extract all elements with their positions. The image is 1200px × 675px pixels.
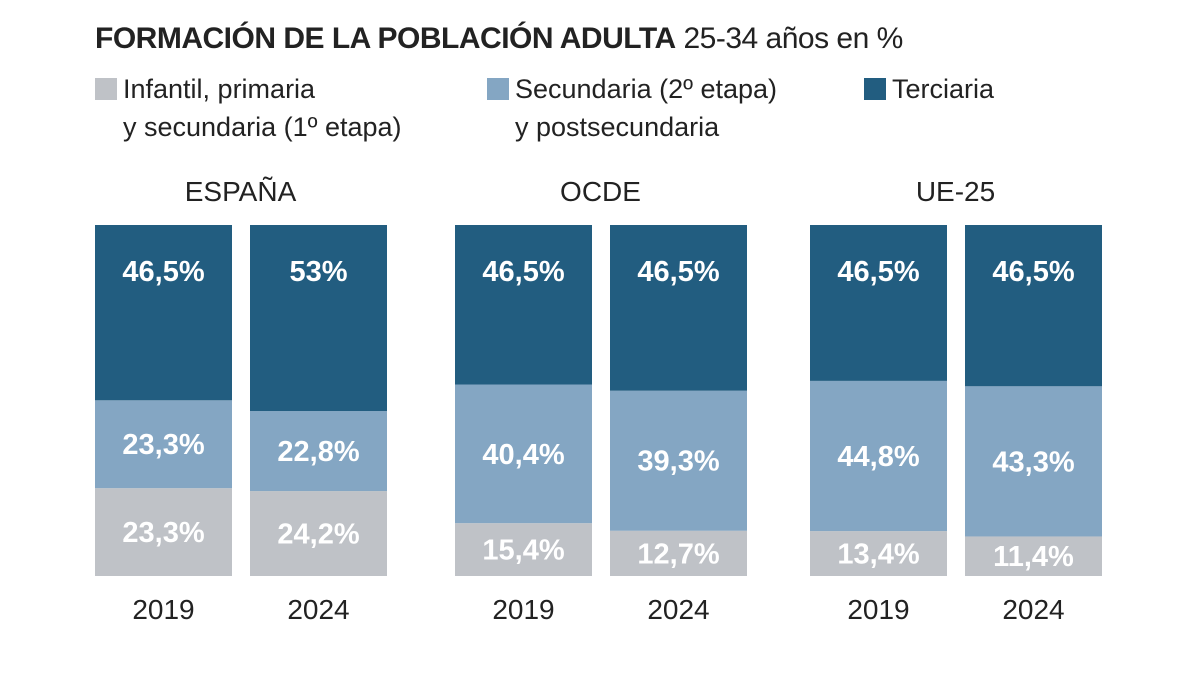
x-tick-espana-2024: 2024 [287,594,350,625]
x-tick-ue25-2024: 2024 [1002,594,1065,625]
data-label-ocde-2019-terciaria: 46,5% [482,256,564,288]
data-label-espana-2019-primaria: 23,3% [122,517,204,549]
bar-segment-ocde-2019-secundaria [455,384,592,524]
data-label-ocde-2024-terciaria: 46,5% [637,256,719,288]
chart-title: FORMACIÓN DE LA POBLACIÓN ADULTA 25-34 a… [95,22,903,56]
data-label-ocde-2024-secundaria: 39,3% [637,446,719,478]
data-label-ue25-2024-terciaria: 46,5% [992,256,1074,288]
data-label-espana-2019-secundaria: 23,3% [122,429,204,461]
legend-label-terciaria: Terciaria [892,74,995,104]
legend-label-secundaria-line1: Secundaria (2º etapa) [515,74,778,104]
bar-segment-espana-2024-primaria [250,491,387,576]
bar-segment-espana-2024-terciaria [250,225,387,412]
bar-segment-ue25-2024-primaria [965,536,1102,576]
data-label-espana-2024-primaria: 24,2% [277,519,359,551]
bar-segment-ocde-2024-secundaria [610,390,747,531]
data-label-ue25-2024-primaria: 11,4% [993,541,1074,573]
bar-segment-espana-2019-primaria [95,488,232,576]
bar-segment-espana-2024-secundaria [250,411,387,492]
bar-segment-ocde-2024-terciaria [610,225,747,391]
data-label-ue25-2024-secundaria: 43,3% [992,446,1074,478]
data-label-ue25-2019-secundaria: 44,8% [837,441,919,473]
bar-segment-ocde-2019-primaria [455,523,592,576]
group-label-espana: ESPAÑA [184,176,297,207]
bar-segment-espana-2019-terciaria [95,225,232,401]
bar-segment-ue25-2019-secundaria [810,380,947,532]
data-label-espana-2024-terciaria: 53% [289,256,347,288]
x-tick-ocde-2019: 2019 [492,594,555,625]
bar-segment-ocde-2019-terciaria [455,225,592,385]
legend-swatch-terciaria [864,78,886,100]
data-label-ocde-2019-primaria: 15,4% [482,535,564,567]
legend-label-secundaria-line2: y postsecundaria [515,112,720,142]
x-tick-ue25-2019: 2019 [847,594,910,625]
legend-item-secundaria: Secundaria (2º etapa) y postsecundaria [487,70,777,146]
bar-segment-ue25-2024-terciaria [965,225,1102,387]
group-label-ue25: UE-25 [915,176,996,207]
data-label-espana-2019-terciaria: 46,5% [122,256,204,288]
x-tick-espana-2019: 2019 [132,594,195,625]
data-label-ocde-2024-primaria: 12,7% [637,538,719,570]
legend-label-primaria-line2: y secundaria (1º etapa) [123,112,402,142]
data-label-ocde-2019-secundaria: 40,4% [482,439,564,471]
bar-segment-ue25-2019-terciaria [810,225,947,381]
legend-swatch-secundaria [487,78,509,100]
chart-title-subtitle: 25-34 años en % [675,22,903,55]
legend-swatch-primaria [95,78,117,100]
bar-segment-ue25-2024-secundaria [965,386,1102,537]
bar-segment-espana-2019-secundaria [95,400,232,489]
data-label-ue25-2019-primaria: 13,4% [837,539,919,571]
x-tick-ocde-2024: 2024 [647,594,710,625]
chart-title-main: FORMACIÓN DE LA POBLACIÓN ADULTA [95,22,676,55]
legend-item-terciaria: Terciaria [864,70,994,108]
data-label-ue25-2019-terciaria: 46,5% [837,256,919,288]
legend-item-primaria: Infantil, primaria y secundaria (1º etap… [95,70,402,146]
legend-label-primaria-line1: Infantil, primaria [123,74,316,104]
bar-segment-ue25-2019-primaria [810,531,947,576]
group-label-ocde: OCDE [560,176,641,207]
bar-segment-ocde-2024-primaria [610,530,747,576]
data-label-espana-2024-secundaria: 22,8% [277,436,359,468]
